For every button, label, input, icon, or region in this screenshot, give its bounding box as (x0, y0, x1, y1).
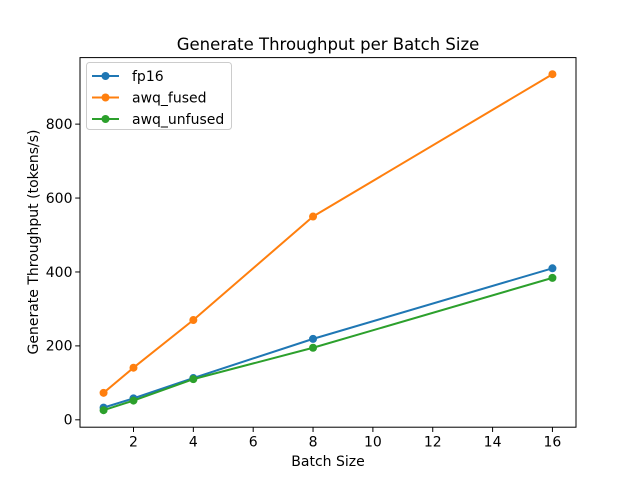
y-tick-label: 800 (46, 117, 73, 133)
series-marker-fp16 (309, 334, 318, 343)
legend-marker-icon (101, 115, 110, 123)
x-tick-label: 6 (249, 435, 258, 451)
y-tick-label: 0 (64, 413, 73, 429)
legend-item: fp16 (92, 69, 164, 85)
x-axis-label: Batch Size (291, 454, 364, 470)
series-marker-awq_fused (99, 388, 108, 397)
legend-label: awq_fused (132, 90, 207, 106)
x-tick-label: 12 (424, 435, 442, 451)
y-tick-label: 200 (46, 339, 73, 355)
series-marker-awq_fused (548, 70, 557, 79)
series-marker-awq_fused (129, 363, 138, 372)
series-marker-awq_unfused (99, 406, 108, 415)
x-tick-label: 14 (484, 435, 502, 451)
series-marker-awq_unfused (189, 375, 198, 384)
legend-frame (86, 62, 232, 130)
y-tick-label: 400 (46, 265, 73, 281)
legend: fp16 awq_fused awq_unfused (86, 62, 232, 130)
series-marker-awq_fused (189, 316, 198, 325)
y-axis-label: Generate Throughput (tokens/s) (26, 130, 42, 355)
series-marker-awq_fused (309, 212, 318, 221)
axes-spines (79, 57, 577, 428)
series-marker-awq_unfused (129, 396, 138, 405)
legend-label: awq_unfused (132, 112, 224, 128)
series-marker-awq_unfused (309, 343, 318, 352)
x-tick-label: 10 (364, 435, 382, 451)
legend-label: fp16 (132, 69, 164, 85)
series-marker-awq_unfused (548, 273, 557, 282)
legend-marker-icon (101, 72, 110, 80)
y-tick-label: 600 (46, 191, 73, 207)
legend-item: awq_fused (92, 90, 207, 106)
chart-title: Generate Throughput per Batch Size (177, 35, 480, 54)
x-tick-label: 2 (129, 435, 138, 451)
x-tick-label: 4 (189, 435, 198, 451)
x-tick-label: 16 (544, 435, 562, 451)
plot-area: 2 4 6 8 10 12 14 16 0 200 400 600 800 (46, 57, 577, 451)
series-line-awq_unfused (103, 276, 553, 412)
x-tick-label: 8 (309, 435, 318, 451)
legend-item: awq_unfused (92, 112, 224, 128)
legend-marker-icon (101, 93, 110, 102)
series-marker-fp16 (548, 264, 557, 273)
